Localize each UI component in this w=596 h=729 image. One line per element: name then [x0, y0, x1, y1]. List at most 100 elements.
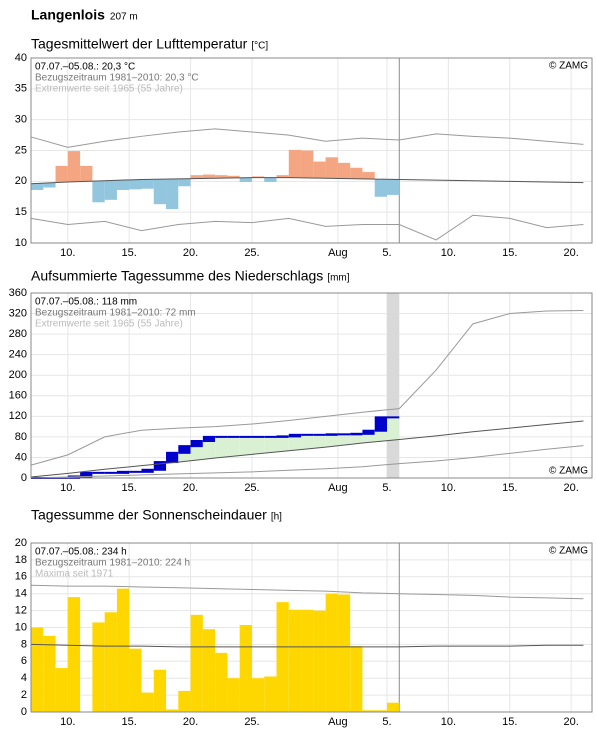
- x-tick-label: 20.: [563, 716, 578, 728]
- y-tick-label: 15: [15, 206, 27, 218]
- temperature-bar: [362, 172, 375, 179]
- x-tick-label: Aug: [328, 247, 348, 259]
- y-tick-label: 0: [21, 472, 27, 484]
- temperature-bar: [92, 180, 105, 203]
- x-tick-label: 15.: [502, 482, 517, 494]
- reference-line: [30, 177, 584, 185]
- x-tick-label: 20.: [563, 482, 578, 494]
- x-tick-label: 5.: [382, 247, 391, 259]
- y-tick-label: 2: [21, 689, 27, 701]
- y-tick-label: 18: [15, 554, 27, 566]
- temperature-bar: [350, 167, 363, 179]
- temperature-bar: [104, 180, 117, 200]
- sunshine-bar: [67, 597, 81, 712]
- excess-area: [239, 436, 252, 455]
- temperature-bar: [288, 149, 302, 178]
- excess-area: [190, 446, 203, 461]
- excess-area: [264, 436, 277, 453]
- precipitation-step: [141, 468, 154, 473]
- temperature-bar: [80, 165, 93, 182]
- excess-area: [227, 436, 240, 457]
- temperature-bar: [190, 175, 203, 179]
- precipitation-step: [337, 433, 351, 436]
- temperature-bar: [227, 175, 240, 178]
- station-elevation: 207 m: [110, 12, 138, 23]
- precipitation-step: [153, 461, 167, 471]
- sunshine-bar: [153, 669, 167, 712]
- y-tick-label: 20: [15, 175, 27, 187]
- x-tick-label: 20.: [183, 482, 198, 494]
- annotation: 07.07.–05.08.: 20,3 °C: [35, 62, 135, 73]
- excess-area: [325, 434, 338, 447]
- current-day-band: [386, 293, 400, 478]
- sunshine-bar: [116, 588, 130, 712]
- precipitation-step: [374, 416, 387, 432]
- y-tick-label: 320: [9, 307, 27, 319]
- precipitation-step: [264, 435, 277, 438]
- sunshine-bar: [129, 648, 142, 712]
- precipitation-step: [325, 433, 338, 436]
- temperature-bar: [374, 179, 387, 197]
- precipitation-step: [313, 433, 326, 436]
- y-tick-label: 14: [15, 588, 27, 600]
- y-tick-label: 0: [21, 706, 27, 718]
- precipitation-step: [80, 471, 93, 478]
- temperature-bar: [301, 150, 314, 178]
- x-tick-label: 25.: [244, 247, 259, 259]
- sunshine-bar: [141, 692, 154, 712]
- sunshine-bar: [374, 710, 387, 712]
- sunshine-bar: [350, 646, 363, 712]
- reference-line: [30, 309, 584, 466]
- x-tick-label: 10.: [441, 482, 456, 494]
- y-tick-label: 16: [15, 571, 27, 583]
- y-tick-label: 40: [15, 52, 27, 64]
- y-tick-label: 10: [15, 621, 27, 633]
- reference-line: [30, 214, 584, 241]
- x-tick-label: Aug: [328, 482, 348, 494]
- y-tick-label: 80: [15, 431, 27, 443]
- excess-area: [350, 434, 363, 444]
- precipitation-step: [92, 471, 105, 474]
- precipitation-step: [104, 471, 117, 474]
- station-name: Langenlois: [31, 7, 105, 23]
- temperature-bar: [31, 183, 44, 190]
- x-tick-label: 5.: [382, 482, 391, 494]
- temperature-bar: [264, 177, 277, 182]
- source: © ZAMG: [549, 466, 588, 477]
- chart-title: Tagessumme der Sonnenscheindauer: [31, 507, 267, 523]
- x-tick-label: 15.: [502, 247, 517, 259]
- temperature-bar: [153, 179, 167, 205]
- temperature-bar: [276, 175, 289, 178]
- excess-area: [288, 436, 302, 451]
- x-tick-label: 20.: [183, 247, 198, 259]
- sunshine-bar: [178, 690, 191, 712]
- precipitation-step: [386, 416, 400, 419]
- excess-area: [374, 430, 387, 442]
- temperature-bar: [325, 157, 338, 179]
- annotation: 07.07.–05.08.: 234 h: [35, 547, 127, 558]
- y-tick-label: 160: [9, 390, 27, 402]
- precipitation-step: [301, 433, 314, 436]
- y-tick-label: 6: [21, 655, 27, 667]
- annotation: Extremwerte seit 1965 (55 Jahre): [35, 84, 183, 95]
- sunshine-bar: [301, 609, 314, 712]
- precipitation-step: [129, 470, 142, 473]
- sunshine-bar: [288, 609, 302, 712]
- excess-area: [251, 436, 265, 454]
- precipitation-step: [350, 432, 363, 436]
- y-tick-label: 360: [9, 287, 27, 299]
- temperature-bar: [166, 178, 179, 210]
- source: © ZAMG: [549, 546, 588, 557]
- sunshine-bar: [264, 676, 277, 712]
- precipitation-step: [239, 435, 252, 438]
- x-tick-label: 25.: [244, 716, 259, 728]
- temperature-bar: [141, 179, 154, 189]
- y-tick-label: 200: [9, 369, 27, 381]
- y-tick-label: 120: [9, 410, 27, 422]
- y-tick-label: 25: [15, 144, 27, 156]
- precipitation-step: [116, 470, 130, 474]
- reference-line: [30, 420, 584, 478]
- annotation: Maxima seit 1971: [35, 569, 114, 580]
- temperature-bar: [67, 151, 81, 182]
- reference-line: [30, 584, 584, 600]
